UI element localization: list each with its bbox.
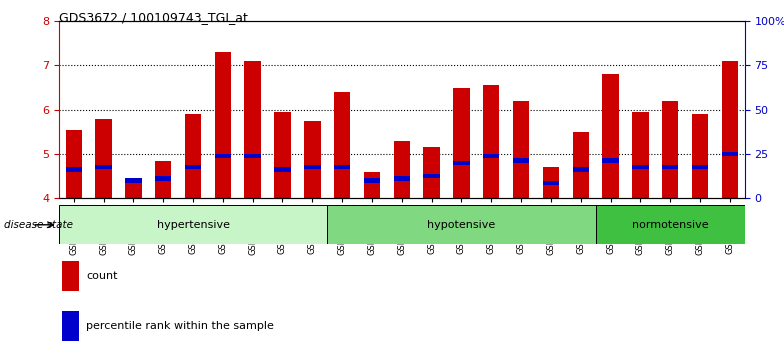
Text: disease state: disease state — [4, 220, 73, 230]
Bar — [185, 165, 201, 170]
Bar — [483, 154, 499, 159]
Bar — [572, 167, 589, 172]
Bar — [66, 130, 82, 198]
Bar — [125, 178, 142, 183]
Bar — [245, 61, 261, 198]
Text: percentile rank within the sample: percentile rank within the sample — [86, 321, 274, 331]
Bar — [662, 101, 678, 198]
Bar — [274, 112, 291, 198]
Text: normotensive: normotensive — [632, 220, 709, 230]
Bar — [215, 154, 231, 159]
Bar — [423, 174, 440, 178]
Bar — [394, 176, 410, 181]
Bar — [722, 61, 738, 198]
Bar — [327, 205, 596, 244]
Bar — [334, 165, 350, 170]
Bar — [274, 167, 291, 172]
Bar — [185, 114, 201, 198]
Bar — [722, 152, 738, 156]
Bar — [304, 121, 321, 198]
Bar — [602, 74, 619, 198]
Bar — [364, 172, 380, 198]
Bar — [155, 161, 172, 198]
Bar — [66, 167, 82, 172]
Bar — [96, 119, 112, 198]
Bar — [334, 92, 350, 198]
Bar — [394, 141, 410, 198]
Bar — [483, 85, 499, 198]
Bar — [543, 167, 559, 198]
Bar — [155, 176, 172, 181]
Bar — [62, 311, 79, 341]
Text: hypotensive: hypotensive — [427, 220, 495, 230]
Bar — [596, 205, 745, 244]
Bar — [245, 154, 261, 159]
Bar — [632, 165, 648, 170]
Bar — [59, 205, 327, 244]
Text: count: count — [86, 271, 118, 281]
Bar — [423, 147, 440, 198]
Bar — [602, 159, 619, 163]
Bar — [513, 159, 529, 163]
Bar — [62, 261, 79, 291]
Bar — [453, 88, 470, 198]
Bar — [691, 114, 708, 198]
Bar — [572, 132, 589, 198]
Bar — [453, 161, 470, 165]
Text: GDS3672 / 100109743_TGI_at: GDS3672 / 100109743_TGI_at — [59, 11, 248, 24]
Bar — [125, 181, 142, 198]
Bar — [632, 112, 648, 198]
Bar — [513, 101, 529, 198]
Bar — [662, 165, 678, 170]
Bar — [304, 165, 321, 170]
Bar — [96, 165, 112, 170]
Bar — [691, 165, 708, 170]
Text: hypertensive: hypertensive — [157, 220, 230, 230]
Bar — [215, 52, 231, 198]
Bar — [543, 181, 559, 185]
Bar — [364, 178, 380, 183]
